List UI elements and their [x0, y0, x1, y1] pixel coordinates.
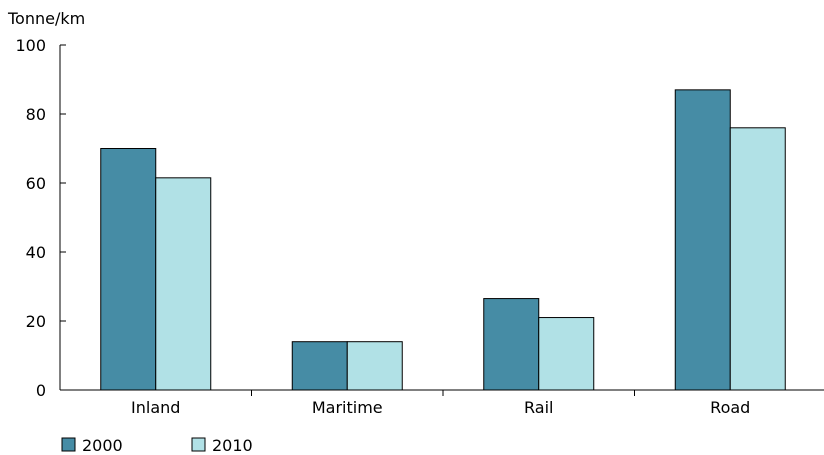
- bar-2010-inland: [155, 177, 212, 391]
- bar-2000-road: [674, 89, 731, 391]
- x-axis: Inland Maritime Rail Road: [60, 389, 824, 417]
- x-category-label: Road: [710, 398, 750, 417]
- legend-swatch-2000: [61, 437, 76, 452]
- y-tick-label: 0: [36, 381, 46, 400]
- bar-2010-road: [729, 127, 786, 391]
- y-tick-label: 20: [26, 312, 46, 331]
- legend: 2000 2010: [61, 436, 253, 455]
- bar-2000-inland: [100, 148, 157, 391]
- bars: [100, 89, 786, 391]
- y-tick-label: 80: [26, 105, 46, 124]
- y-axis-unit-label: Tonne/km: [7, 9, 85, 28]
- legend-swatch-2010: [191, 437, 206, 452]
- y-axis: 0 20 40 60 80 100: [15, 36, 66, 400]
- legend-label: 2010: [212, 436, 253, 455]
- x-category-label: Rail: [524, 398, 553, 417]
- bar-2010-maritime: [346, 341, 403, 391]
- bar-2000-rail: [483, 298, 540, 391]
- y-tick-label: 40: [26, 243, 46, 262]
- x-category-label: Inland: [131, 398, 180, 417]
- legend-label: 2000: [82, 436, 123, 455]
- bar-2000-maritime: [291, 341, 348, 391]
- x-category-label: Maritime: [312, 398, 383, 417]
- y-tick-label: 60: [26, 174, 46, 193]
- bar-2010-rail: [538, 317, 595, 391]
- y-tick-label: 100: [15, 36, 46, 55]
